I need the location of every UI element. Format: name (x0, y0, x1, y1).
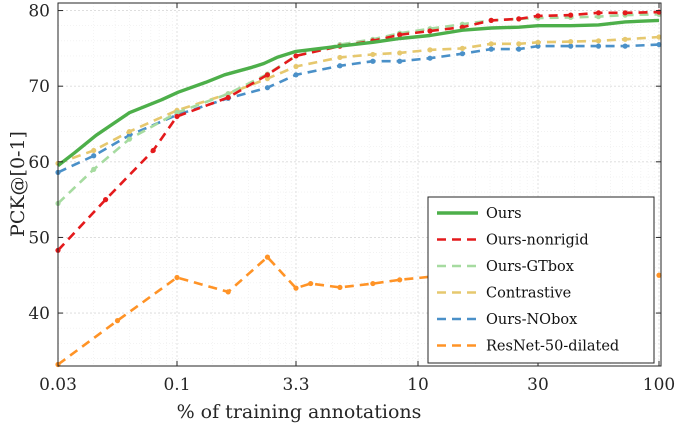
legend-label: Ours (486, 206, 522, 222)
legend-box (427, 196, 655, 364)
data-point (174, 113, 180, 120)
data-point (174, 110, 180, 116)
data-point (568, 38, 574, 45)
data-point (308, 280, 314, 287)
data-point (535, 13, 541, 19)
data-point (293, 285, 299, 291)
data-point (488, 41, 494, 47)
data-point (264, 85, 271, 91)
x-tick-label: 10 (407, 375, 429, 395)
series-ours-nobox (55, 41, 662, 175)
axis-ticks: 40 50 60 70 80 0.03 0.1 3.3 10 30 100 (28, 2, 675, 395)
legend-label: Ours-nonrigid (486, 233, 589, 249)
y-tick-label: 70 (28, 77, 50, 97)
data-point (293, 63, 299, 70)
legend-label: Ours-GTbox (486, 259, 574, 275)
data-point (595, 14, 602, 20)
legend-label: ResNet-50-dilated (486, 339, 619, 355)
data-point (337, 284, 343, 290)
series-line (56, 18, 660, 167)
data-point (126, 128, 132, 135)
y-tick-label: 60 (28, 153, 50, 173)
data-point (595, 43, 602, 49)
series-ours-nonrigid (55, 9, 662, 253)
data-point (427, 28, 433, 34)
data-point (337, 54, 343, 61)
data-point (91, 153, 97, 159)
data-point (488, 46, 494, 52)
data-point (150, 147, 156, 154)
data-point (174, 274, 180, 281)
data-point (459, 45, 465, 51)
data-point (91, 147, 97, 154)
data-point (397, 32, 403, 38)
plot-frame (57, 2, 662, 367)
x-tick-label: 30 (527, 375, 549, 395)
x-tick-label: 0.1 (163, 375, 190, 395)
data-point (535, 39, 541, 45)
data-point (126, 136, 132, 142)
data-point (568, 43, 574, 49)
data-point (264, 254, 271, 260)
data-point (225, 91, 231, 97)
data-point (516, 16, 522, 22)
data-point (293, 72, 299, 78)
data-point (656, 34, 662, 40)
data-point (370, 280, 376, 287)
data-point (568, 12, 574, 18)
data-point (91, 166, 97, 172)
data-point (656, 41, 662, 48)
data-point (622, 10, 628, 16)
legend-label: Contrastive (486, 286, 571, 302)
data-point (427, 55, 433, 61)
data-point (535, 43, 541, 49)
series-ours (56, 18, 660, 167)
data-point (114, 318, 121, 324)
x-axis-title: % of training annotations (177, 401, 422, 423)
data-point (516, 46, 522, 52)
legend: Ours Ours-nonrigid Ours-GTbox Contrastive Ou… (427, 196, 655, 364)
data-point (225, 289, 231, 295)
y-tick-label: 50 (28, 228, 50, 248)
data-point (595, 10, 602, 16)
x-tick-label: 0.03 (39, 375, 77, 395)
data-point (225, 94, 231, 101)
data-point (264, 72, 271, 78)
legend-label: Ours-NObox (486, 312, 577, 328)
data-point (264, 76, 271, 82)
data-point (459, 51, 465, 57)
data-point (103, 197, 109, 203)
x-tick-label: 3.3 (282, 375, 309, 395)
data-point (622, 36, 628, 42)
data-point (293, 53, 299, 59)
data-point (337, 63, 343, 69)
data-point (595, 38, 602, 44)
y-axis-title: PCK@[0-1] (7, 131, 29, 237)
data-point (516, 41, 522, 47)
y-tick-label: 40 (28, 304, 50, 324)
data-point (397, 58, 403, 64)
data-point (370, 58, 376, 64)
data-point (370, 51, 376, 58)
data-point (488, 17, 494, 23)
data-point (656, 272, 662, 278)
x-tick-label: 100 (643, 375, 675, 395)
data-point (622, 43, 628, 49)
data-point (397, 50, 403, 56)
data-point (427, 47, 433, 53)
data-point (126, 132, 132, 138)
y-tick-label: 80 (28, 2, 50, 22)
data-point (397, 277, 403, 283)
